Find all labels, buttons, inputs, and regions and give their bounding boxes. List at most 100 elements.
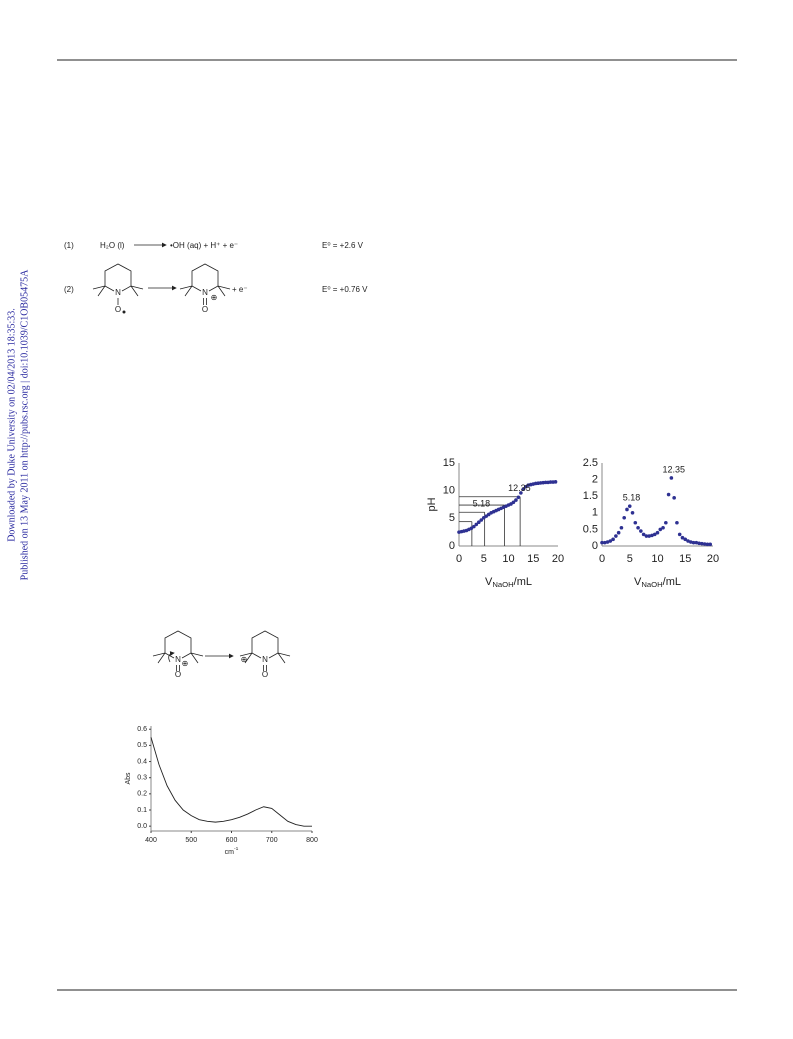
point	[472, 524, 476, 529]
point	[697, 541, 701, 546]
charge: ⊕	[182, 659, 189, 668]
x-axis-label: VNaOH/mL	[634, 576, 681, 589]
y-tick-label: 0.0	[137, 823, 147, 830]
x-tick-label: 15	[679, 553, 691, 565]
potential: E⁰ = +2.6 V	[322, 241, 364, 250]
x-tick-label: 20	[552, 553, 564, 565]
point	[652, 532, 657, 537]
point	[619, 525, 624, 530]
point	[477, 520, 481, 525]
point	[627, 504, 632, 508]
y-tick-label: 0	[592, 540, 598, 552]
point	[650, 533, 654, 538]
x-tick-label: 15	[527, 553, 539, 565]
curly-arrow	[168, 651, 175, 663]
y-axis-label: Abs	[125, 772, 132, 785]
x-axis-label: VNaOH/mL	[485, 576, 532, 589]
point	[683, 537, 688, 542]
watermark: Published on 13 May 2011 on http://pubs.…	[19, 269, 30, 580]
y-tick-label: 1.5	[583, 490, 598, 502]
y-tick-label: 1	[592, 507, 598, 519]
y-tick-label: 2	[592, 474, 598, 486]
x-tick-label: 600	[226, 837, 238, 844]
point	[694, 540, 699, 545]
x-tick-label: 20	[707, 553, 719, 565]
eq-number: (1)	[64, 241, 74, 250]
point	[636, 525, 640, 530]
point	[705, 542, 710, 547]
bond	[203, 298, 207, 305]
x-tick-label: 0	[599, 553, 605, 565]
y-tick-label: 0.5	[137, 742, 147, 749]
point	[474, 522, 479, 527]
bond	[263, 665, 267, 671]
point	[644, 534, 649, 538]
label-part: NaOH	[492, 580, 513, 589]
point	[633, 520, 638, 525]
y-tick-label: 15	[443, 457, 455, 469]
bond	[176, 665, 180, 671]
point	[658, 527, 663, 532]
x-tick-label: 700	[266, 837, 278, 844]
atom: N	[175, 655, 181, 664]
atom: O	[202, 305, 208, 314]
y-tick-label: 0.1	[137, 807, 147, 814]
charge: ⊕	[211, 293, 218, 302]
label-part: -1	[234, 846, 239, 852]
y-tick-label: 5	[449, 512, 455, 524]
point	[602, 540, 607, 545]
label-part: NaOH	[641, 580, 662, 589]
label-part: V	[485, 576, 493, 588]
point	[511, 500, 516, 505]
point	[614, 534, 618, 538]
point	[655, 530, 660, 535]
point	[548, 480, 553, 484]
point	[611, 537, 615, 542]
point	[514, 498, 518, 502]
annotation: 12.35	[663, 464, 686, 474]
atom: O	[115, 305, 121, 314]
point	[639, 529, 643, 533]
x-tick-label: 400	[145, 837, 157, 844]
line	[150, 737, 312, 827]
point	[519, 491, 523, 495]
y-tick-label: 2.5	[583, 457, 598, 469]
label-part: V	[634, 576, 642, 588]
point	[666, 492, 671, 497]
point	[625, 507, 629, 512]
eq-number: (2)	[64, 285, 74, 294]
x-axis-label: cm-1	[225, 846, 239, 856]
y-tick-label: 0.6	[137, 726, 147, 733]
point	[661, 525, 665, 530]
point	[521, 487, 526, 491]
x-tick-label: 10	[502, 553, 514, 565]
y-tick-label: 0	[449, 540, 455, 552]
atom: O	[175, 670, 181, 679]
x-tick-label: 5	[627, 553, 633, 565]
product: •OH (aq) + H⁺ + e⁻	[170, 241, 238, 250]
point	[691, 540, 696, 545]
product: + e⁻	[232, 285, 248, 294]
chart: 0 0.5 1 1.5 2 2.5 0 5 10 15 20 VNaOH/mL 5.18 12.35	[583, 457, 719, 589]
point	[647, 534, 651, 538]
point	[616, 530, 621, 535]
point	[677, 532, 682, 537]
scheme-1: (1) H₂O (l) •OH (aq) + H⁺ + e⁻ E⁰ = +2.6…	[64, 241, 368, 314]
point	[675, 520, 679, 525]
y-tick-label: 0.5	[583, 523, 598, 535]
label-part: cm	[225, 849, 235, 856]
y-tick-label: 0.4	[137, 758, 147, 765]
point	[543, 480, 548, 485]
x-tick-label: 0	[456, 553, 462, 565]
point	[672, 496, 676, 500]
atom: N	[202, 288, 208, 297]
annotation: 5.18	[623, 493, 641, 503]
chart: 0.0 0.1 0.2 0.3 0.4 0.5 0.6 400 500 600 700 800 Abs c…	[125, 726, 318, 856]
annotation: 5.18	[473, 499, 491, 509]
y-axis-label: pH	[426, 497, 438, 511]
atom: N	[262, 655, 268, 664]
atom: N	[115, 288, 121, 297]
y-tick-label: 0.2	[137, 791, 147, 798]
label-part: /mL	[514, 576, 532, 588]
